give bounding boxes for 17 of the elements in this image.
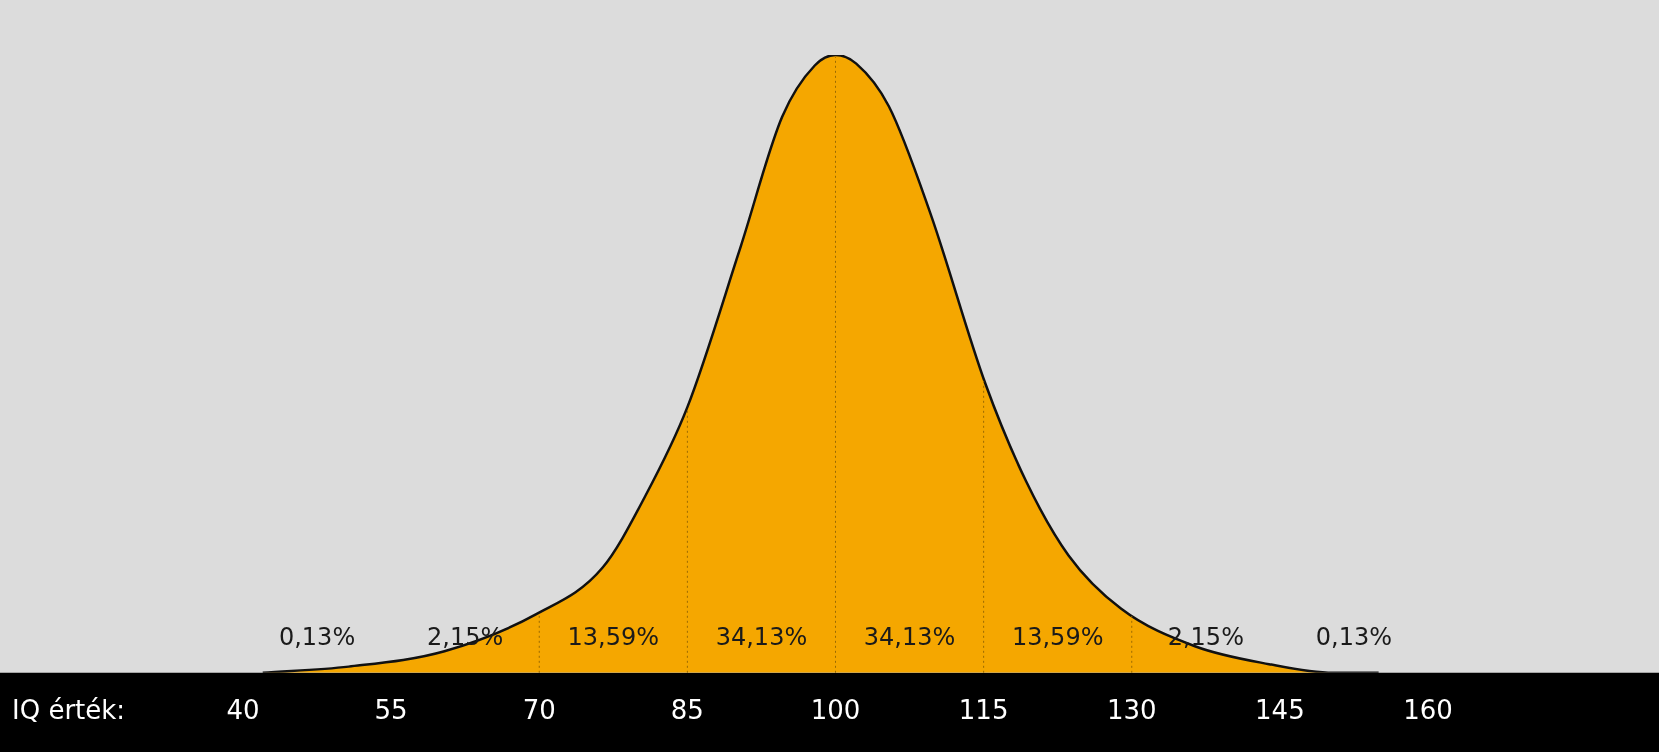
annotation: 34,13%	[863, 623, 956, 652]
annotation: 13,59%	[1011, 623, 1104, 652]
x-tick-label: 70	[522, 695, 556, 726]
annotation: 2,15%	[1167, 623, 1244, 652]
x-axis-title: IQ érték:	[12, 695, 126, 726]
annotation: 34,13%	[715, 623, 808, 652]
x-tick-label: 85	[670, 695, 704, 726]
annotation: 0,13%	[278, 623, 356, 652]
x-tick-label: 115	[958, 695, 1009, 726]
x-tick-label: 40	[226, 695, 260, 726]
x-tick-label: 130	[1106, 695, 1157, 726]
x-tick-label: 160	[1403, 695, 1453, 726]
x-tick-label: 100	[810, 695, 861, 726]
annotation: 13,59%	[567, 623, 660, 652]
x-tick-label: 145	[1255, 695, 1305, 726]
annotation: 0,13%	[1315, 623, 1393, 652]
x-tick-label: 55	[374, 695, 408, 726]
